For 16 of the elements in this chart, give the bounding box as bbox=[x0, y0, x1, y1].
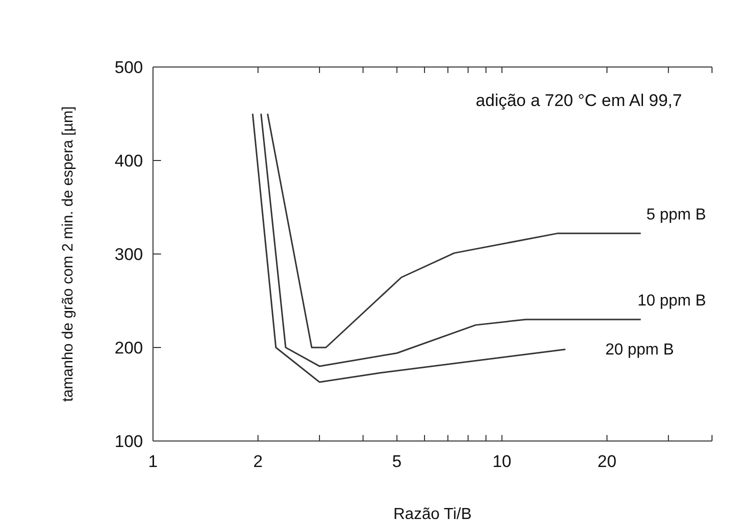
series-label: 5 ppm B bbox=[646, 206, 706, 224]
y-tick-label: 100 bbox=[114, 432, 143, 452]
x-tick-label: 2 bbox=[253, 452, 263, 472]
y-tick-label: 200 bbox=[114, 338, 143, 358]
x-tick-label: 1 bbox=[148, 452, 158, 472]
x-tick-label: 10 bbox=[492, 452, 512, 472]
y-tick-label: 300 bbox=[114, 245, 143, 264]
y-axis-title: tamanho de grão com 2 min. de espera [µm] bbox=[59, 106, 76, 402]
x-axis-title: Razão Ti/B bbox=[393, 506, 472, 523]
text: 20 ppm B bbox=[605, 341, 674, 358]
annotation: adição a 720 °C em Al 99,7 bbox=[476, 91, 682, 110]
series-label: 10 ppm B bbox=[638, 292, 706, 310]
y-tick-label: 500 bbox=[114, 58, 143, 78]
x-tick-label: 20 bbox=[598, 452, 616, 472]
x-tick-label: 5 bbox=[392, 452, 402, 472]
y-tick-label: 400 bbox=[114, 152, 143, 171]
